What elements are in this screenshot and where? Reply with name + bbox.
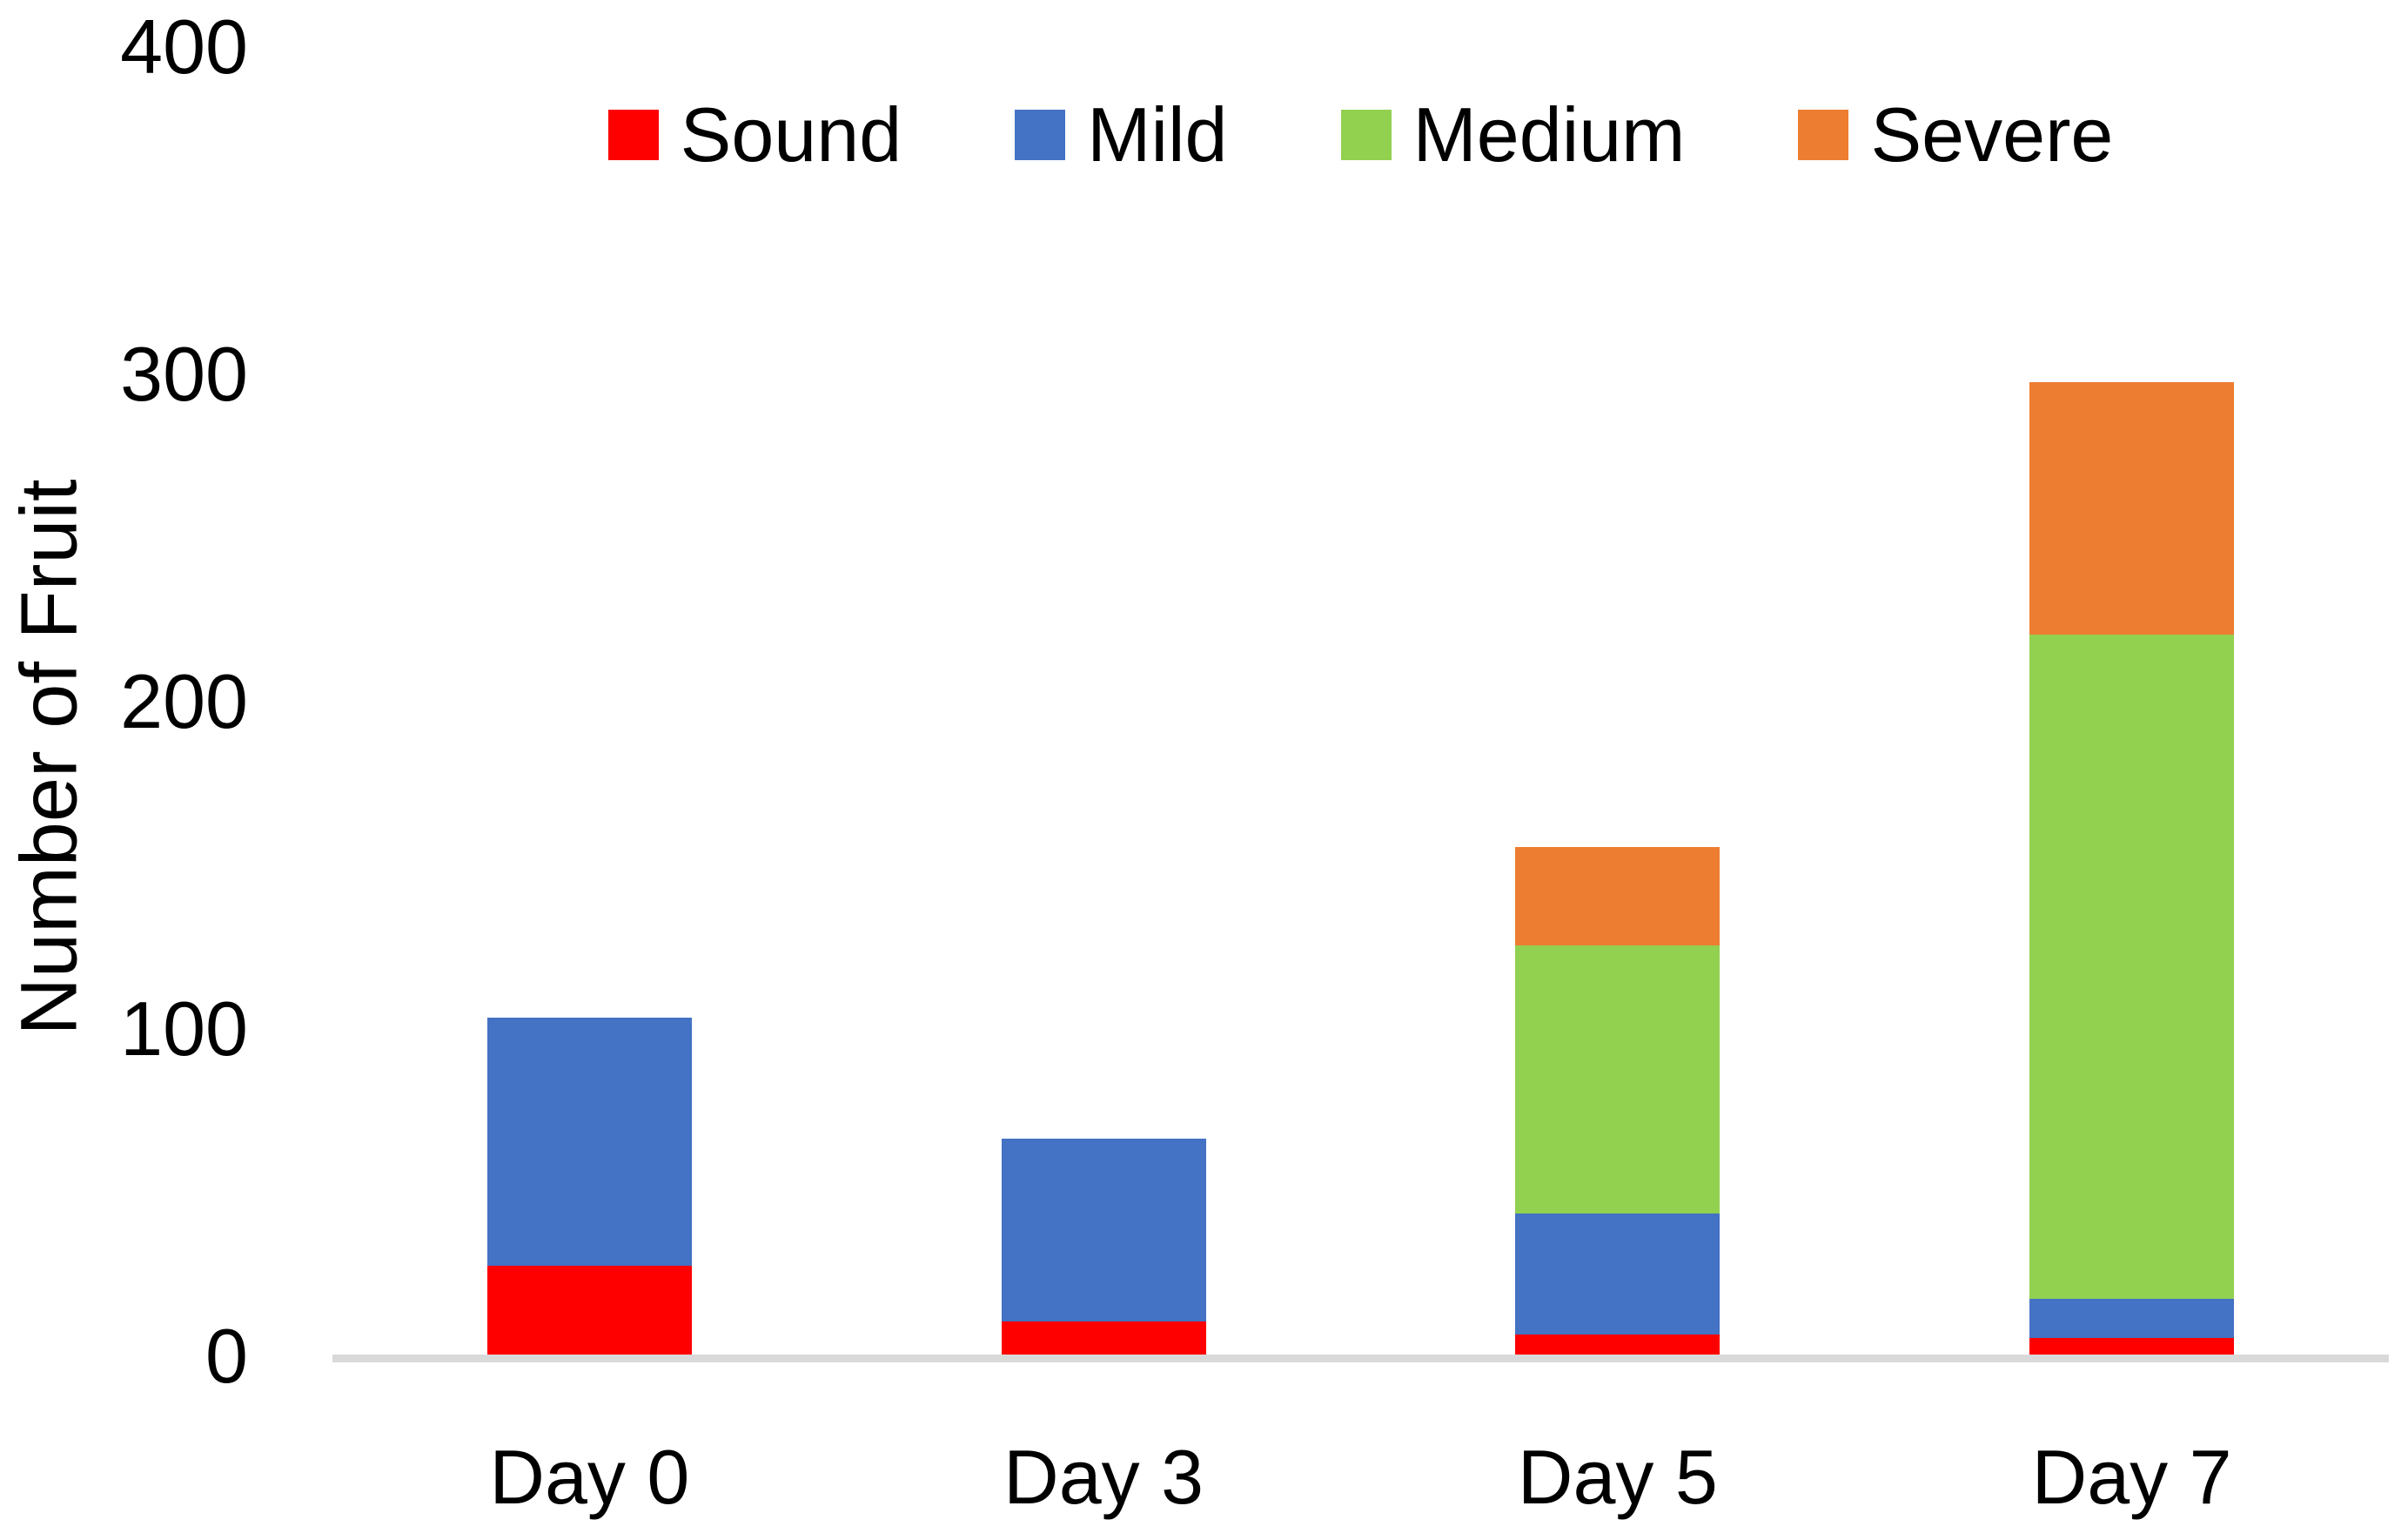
legend-label-mild: Mild: [1087, 91, 1228, 178]
bar-segment-day7-sound: [2029, 1338, 2235, 1355]
bar-segment-day7-severe: [2029, 382, 2235, 635]
y-tick-label-0: 0: [205, 1313, 248, 1399]
legend-item-medium: Medium: [1340, 91, 1686, 179]
bar-segment-day0-mild: [486, 1017, 692, 1267]
bar-segment-day0-sound: [486, 1266, 692, 1355]
legend-swatch-medium: [1340, 110, 1392, 160]
y-tick-label-400: 400: [120, 3, 248, 90]
legend: Sound Mild Medium Severe: [332, 84, 2389, 185]
legend-label-severe: Severe: [1870, 91, 2114, 178]
legend-label-sound: Sound: [680, 91, 902, 178]
y-tick-label-100: 100: [120, 985, 248, 1072]
x-tick-label-day3: Day 3: [1003, 1434, 1204, 1520]
bar-segment-day5-mild: [1515, 1214, 1720, 1335]
legend-item-severe: Severe: [1798, 91, 2113, 179]
y-tick-label-200: 200: [120, 658, 248, 744]
x-axis-line: [332, 1355, 2389, 1362]
legend-swatch-severe: [1798, 110, 1849, 160]
x-tick-label-day7: Day 7: [2031, 1434, 2232, 1520]
bar-segment-day3-sound: [1001, 1321, 1206, 1355]
legend-item-mild: Mild: [1015, 91, 1228, 179]
bar-segment-day5-medium: [1515, 945, 1720, 1214]
bar-segment-day3-mild: [1001, 1138, 1206, 1322]
bar-segment-day5-severe: [1515, 847, 1720, 945]
bar-segment-day7-medium: [2029, 634, 2235, 1300]
bar-segment-day5-sound: [1515, 1335, 1720, 1355]
legend-swatch-mild: [1015, 110, 1066, 160]
legend-swatch-sound: [607, 110, 659, 160]
legend-label-medium: Medium: [1412, 91, 1686, 178]
y-tick-label-300: 300: [120, 331, 248, 417]
x-tick-label-day0: Day 0: [489, 1434, 690, 1520]
legend-item-sound: Sound: [607, 91, 902, 179]
x-tick-label-day5: Day 5: [1517, 1434, 1718, 1520]
bar-segment-day7-mild: [2029, 1299, 2235, 1339]
